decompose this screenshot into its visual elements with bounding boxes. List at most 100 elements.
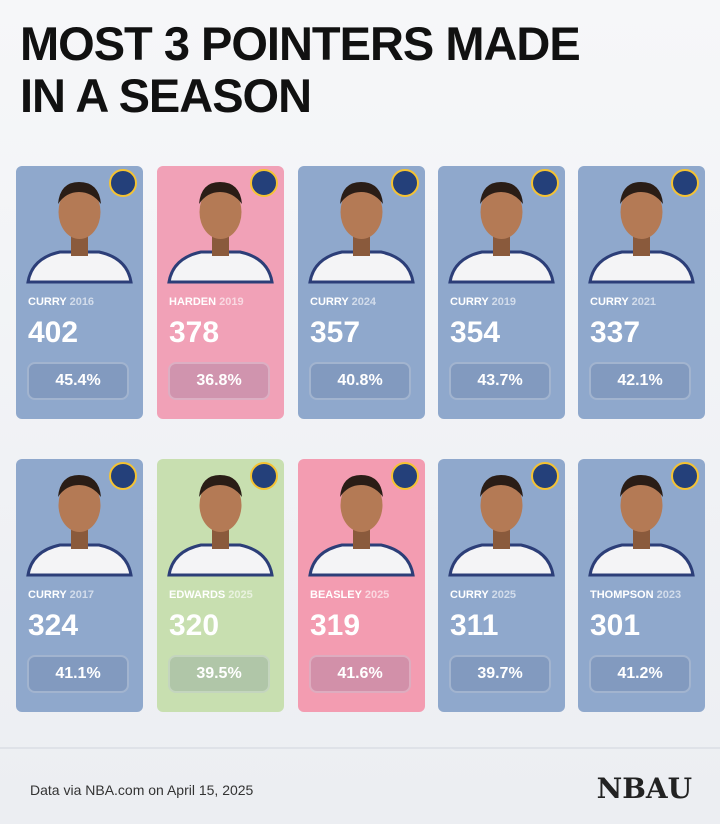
three-point-pct: 43.7% — [449, 362, 551, 400]
head — [480, 185, 523, 239]
player-photo — [26, 462, 137, 577]
player-name: CURRY — [450, 296, 489, 308]
player-card: CURRY 2021 337 42.1% — [578, 166, 705, 419]
three-point-pct: 41.2% — [589, 655, 691, 693]
player-photo — [588, 462, 699, 577]
three-point-pct: 41.6% — [309, 655, 411, 693]
player-card: HARDEN 2019 378 36.8% — [157, 166, 284, 419]
three-point-pct: 36.8% — [168, 362, 270, 400]
player-card: EDWARDS 2025 320 39.5% — [157, 459, 284, 712]
player-name: HARDEN — [169, 296, 217, 308]
team-logo — [531, 169, 559, 197]
player-name: THOMPSON — [590, 589, 654, 601]
three-point-pct: 42.1% — [589, 362, 691, 400]
team-logo — [109, 462, 137, 490]
player-label: THOMPSON 2023 — [590, 589, 681, 601]
player-label: CURRY 2019 — [450, 296, 516, 308]
player-name: CURRY — [28, 296, 67, 308]
player-name: BEASLEY — [310, 589, 362, 601]
player-photo — [167, 462, 278, 577]
threes-made: 402 — [28, 316, 79, 349]
jersey — [167, 543, 274, 577]
hair — [340, 475, 383, 497]
player-label: EDWARDS 2025 — [169, 589, 253, 601]
team-logo — [391, 169, 419, 197]
threes-made: 357 — [310, 316, 361, 349]
jersey — [308, 543, 415, 577]
threes-made: 319 — [310, 609, 361, 642]
season-year: 2025 — [228, 589, 253, 601]
three-point-pct: 45.4% — [27, 362, 129, 400]
head — [620, 478, 663, 532]
player-card: THOMPSON 2023 301 41.2% — [578, 459, 705, 712]
player-label: CURRY 2025 — [450, 589, 516, 601]
threes-made: 337 — [590, 316, 641, 349]
jersey — [588, 250, 695, 284]
jersey — [588, 543, 695, 577]
team-logo — [671, 169, 699, 197]
player-photo — [167, 169, 278, 284]
head — [340, 185, 383, 239]
threes-made: 311 — [450, 609, 499, 642]
player-name: CURRY — [590, 296, 629, 308]
player-photo — [448, 169, 559, 284]
team-logo — [250, 462, 278, 490]
source-note: Data via NBA.com on April 15, 2025 — [30, 782, 254, 798]
jersey — [26, 250, 133, 284]
threes-made: 378 — [169, 316, 220, 349]
team-logo — [250, 169, 278, 197]
divider — [0, 747, 720, 749]
three-point-pct: 39.5% — [168, 655, 270, 693]
three-point-pct: 41.1% — [27, 655, 129, 693]
season-year: 2019 — [491, 296, 517, 308]
season-year: 2017 — [69, 589, 95, 601]
hair — [199, 475, 242, 497]
season-year: 2024 — [351, 296, 377, 308]
season-year: 2019 — [219, 296, 244, 308]
jersey — [26, 543, 133, 577]
hair — [620, 182, 663, 204]
player-card: CURRY 2019 354 43.7% — [438, 166, 565, 419]
title: MOST 3 POINTERS MADE IN A SEASON — [20, 18, 581, 122]
head — [199, 185, 242, 239]
team-logo — [531, 462, 559, 490]
threes-made: 320 — [169, 609, 220, 642]
hair — [58, 475, 101, 497]
player-name: CURRY — [28, 589, 67, 601]
team-logo — [109, 169, 137, 197]
head — [58, 478, 101, 532]
hair — [58, 182, 101, 204]
jersey — [167, 250, 274, 284]
hair — [480, 182, 523, 204]
player-card: CURRY 2017 324 41.1% — [16, 459, 143, 712]
season-year: 2025 — [364, 589, 390, 601]
season-year: 2016 — [69, 296, 95, 308]
player-label: BEASLEY 2025 — [310, 589, 389, 601]
hair — [620, 475, 663, 497]
player-name: EDWARDS — [169, 589, 226, 601]
jersey — [448, 250, 555, 284]
season-year: 2023 — [656, 589, 682, 601]
player-photo — [308, 462, 419, 577]
threes-made: 324 — [28, 609, 79, 642]
head — [199, 478, 242, 532]
player-label: CURRY 2016 — [28, 296, 94, 308]
three-point-pct: 39.7% — [449, 655, 551, 693]
head — [480, 478, 523, 532]
hair — [480, 475, 523, 497]
head — [58, 185, 101, 239]
team-logo — [391, 462, 419, 490]
player-name: CURRY — [310, 296, 349, 308]
head — [340, 478, 383, 532]
player-label: HARDEN 2019 — [169, 296, 244, 308]
head — [620, 185, 663, 239]
threes-made: 301 — [590, 609, 641, 642]
threes-made: 354 — [450, 316, 501, 349]
player-label: CURRY 2017 — [28, 589, 94, 601]
three-point-pct: 40.8% — [309, 362, 411, 400]
player-photo — [308, 169, 419, 284]
player-photo — [588, 169, 699, 284]
jersey — [448, 543, 555, 577]
hair — [340, 182, 383, 204]
